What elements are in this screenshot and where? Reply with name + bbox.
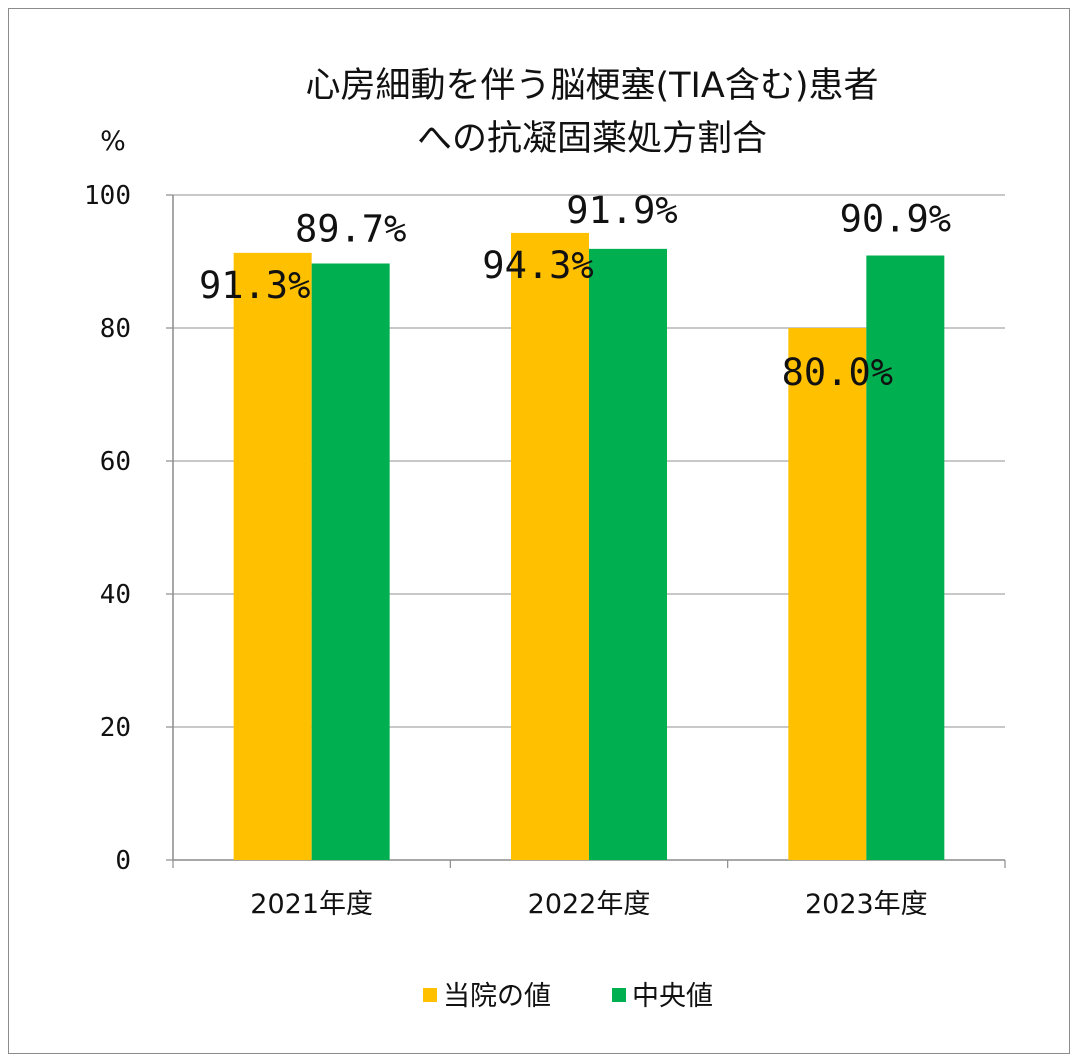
plot-area: 0 20 40 60 80 100 2021年度 2022年度 2023年度 91.3% 89.7%… — [84, 181, 1006, 920]
y-tick-label: 0 — [115, 846, 131, 876]
x-tick-label: 2023年度 — [805, 889, 928, 920]
bar-hospital — [511, 232, 589, 860]
bar-median — [589, 248, 667, 861]
y-tick-label: 60 — [100, 447, 131, 477]
data-label: 89.7% — [295, 207, 406, 250]
y-tick-label: 40 — [100, 580, 131, 610]
y-tick-label: 100 — [84, 181, 131, 211]
bar-hospital — [788, 328, 867, 860]
bar-hospital — [233, 252, 312, 861]
legend-item-hospital-label: 当院の値 — [443, 981, 551, 1012]
data-label: 91.9% — [566, 189, 677, 232]
y-tick-label: 20 — [100, 713, 131, 743]
chart-title-line-2: への抗凝固薬処方割合 — [417, 119, 767, 159]
y-tick-label: 80 — [100, 314, 131, 344]
legend: 当院の値 中央値 — [423, 981, 713, 1012]
chart-title-line-1: 心房細動を伴う脳梗塞(TIA含む)患者 — [306, 66, 879, 106]
data-label: 80.0% — [782, 351, 893, 394]
data-label: 90.9% — [840, 198, 951, 241]
legend-item-median-label: 中央値 — [632, 981, 713, 1012]
legend-item-hospital-swatch — [423, 988, 437, 1002]
x-tick-label: 2021年度 — [250, 889, 373, 920]
bar-median — [311, 263, 390, 860]
x-tick-label: 2022年度 — [528, 889, 651, 920]
data-label: 91.3% — [199, 264, 310, 307]
bar-median — [866, 255, 945, 860]
data-label: 94.3% — [482, 244, 593, 287]
legend-item-median-swatch — [612, 988, 626, 1002]
y-axis-unit-label: % — [100, 126, 126, 157]
